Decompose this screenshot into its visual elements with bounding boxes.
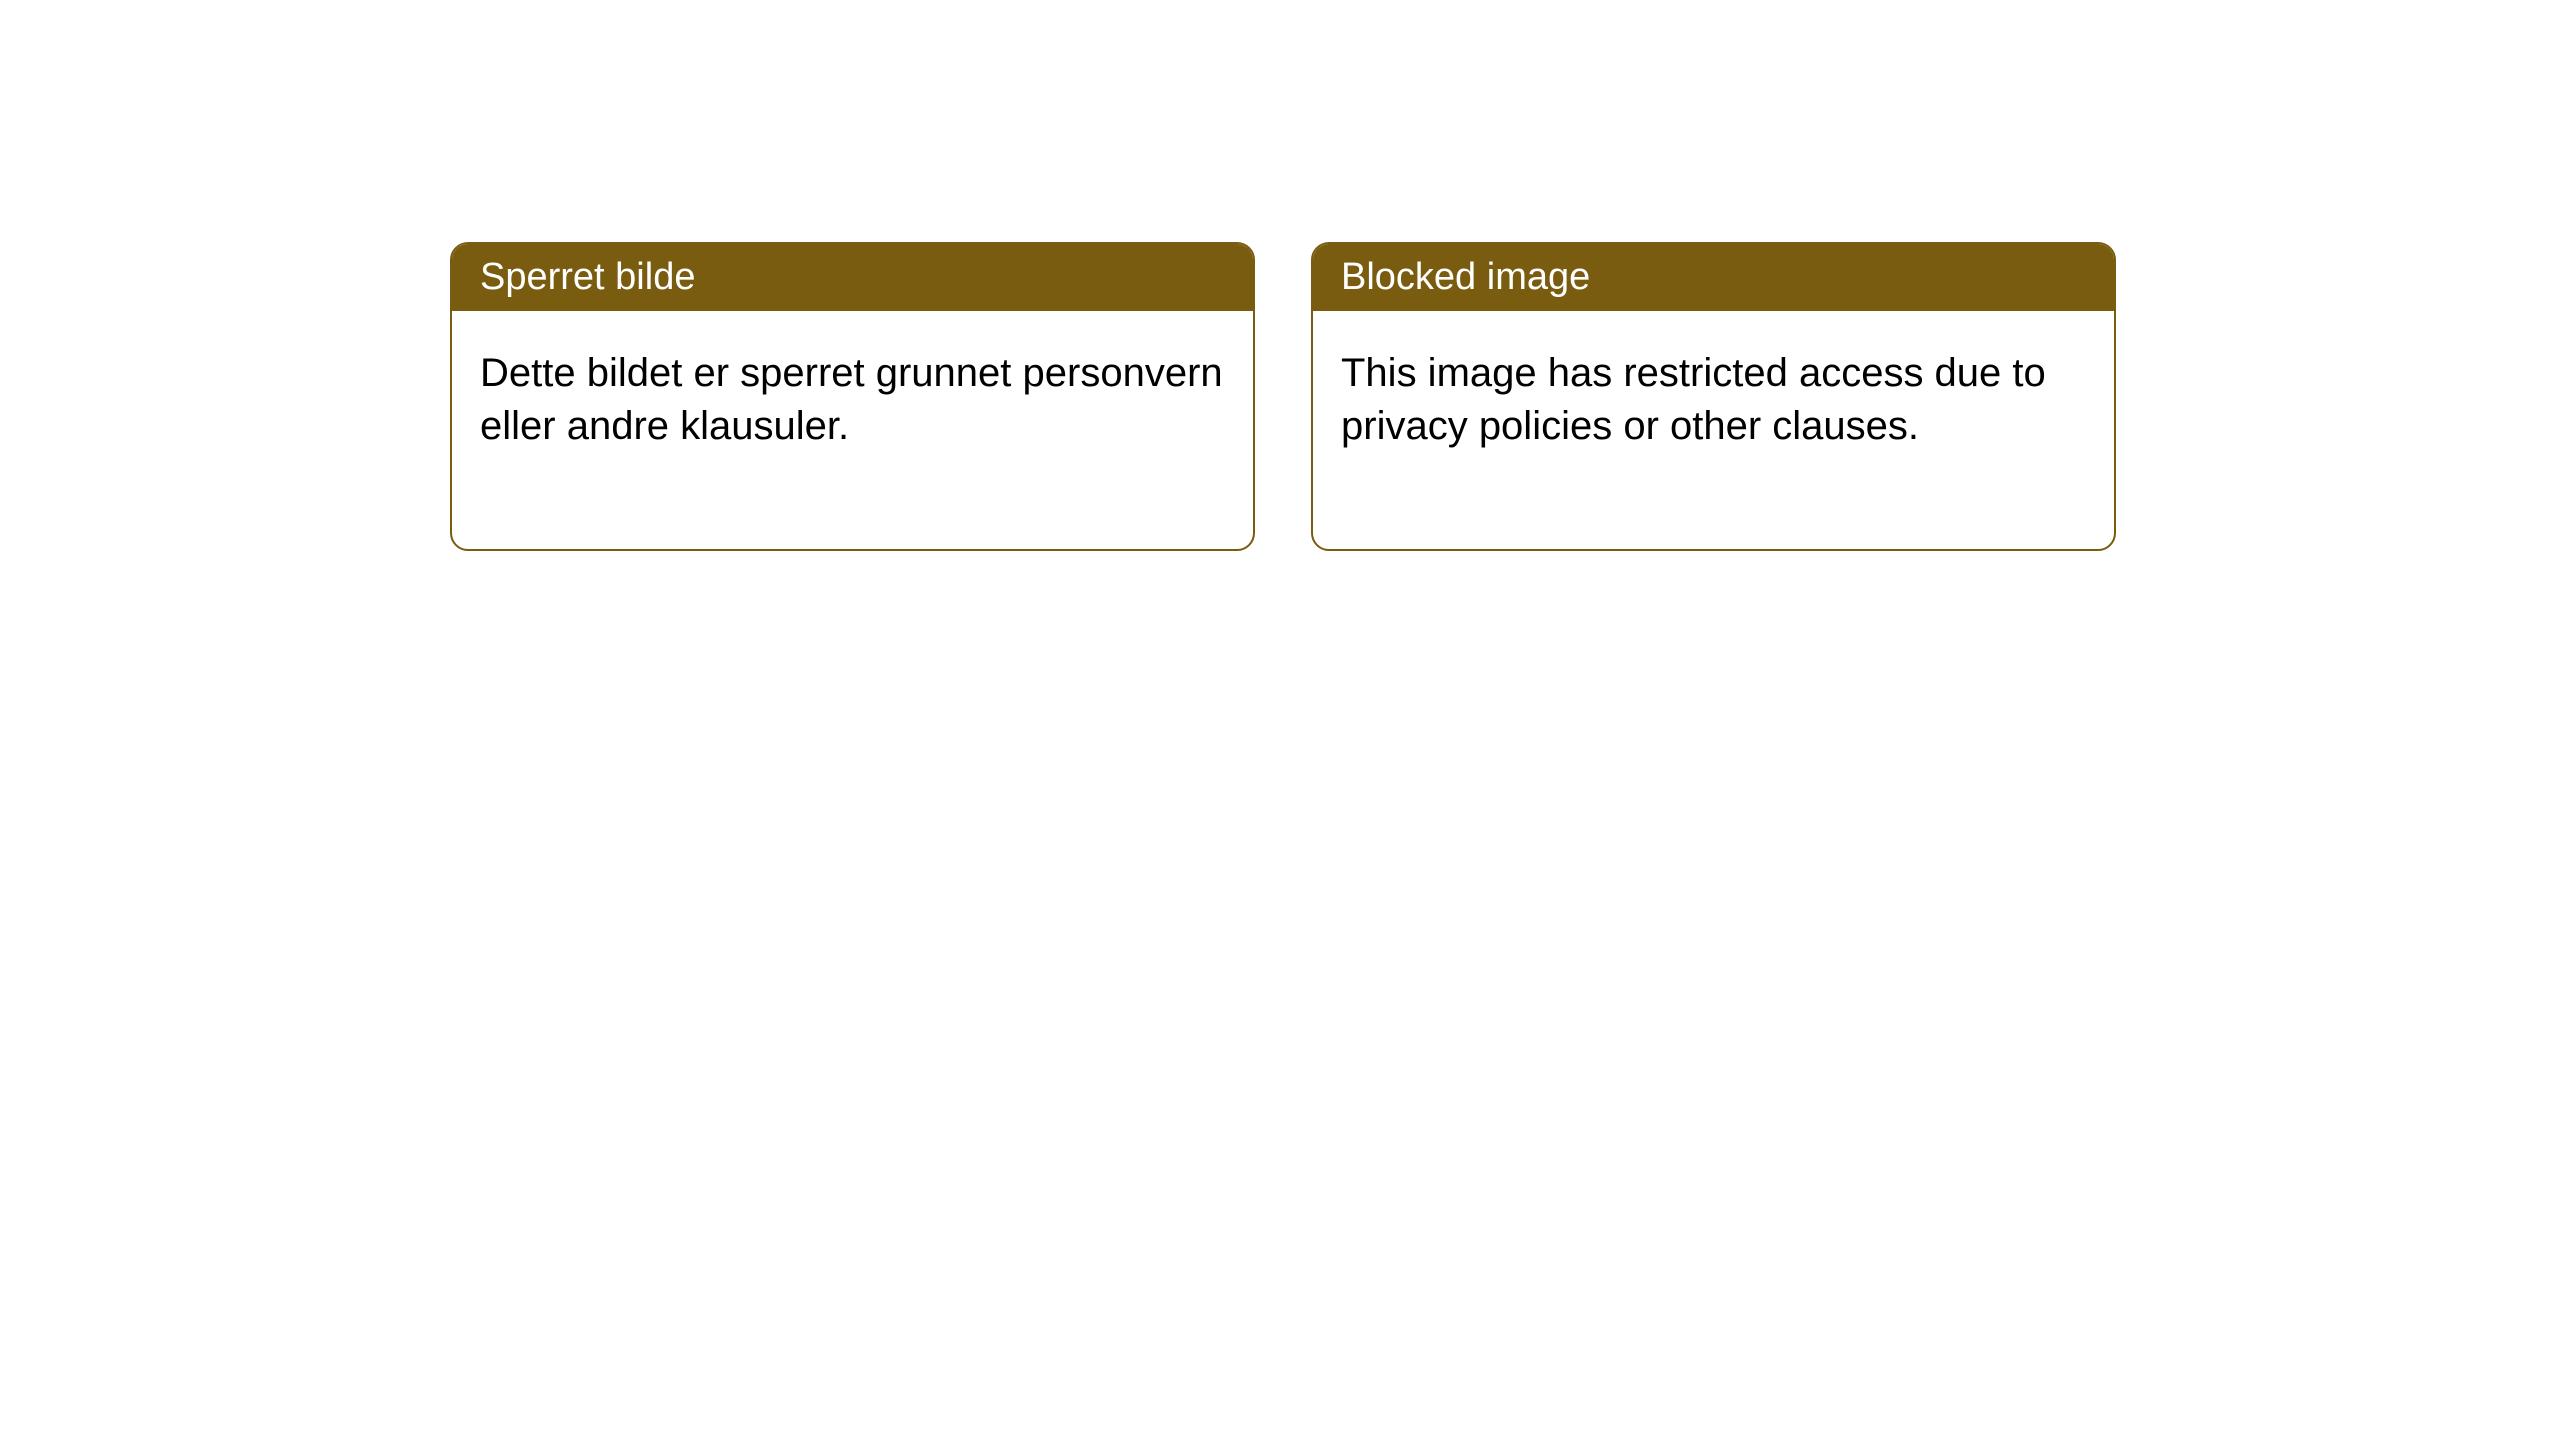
notice-container: Sperret bilde Dette bildet er sperret gr… xyxy=(450,242,2116,551)
notice-header-norwegian: Sperret bilde xyxy=(452,244,1253,311)
notice-card-english: Blocked image This image has restricted … xyxy=(1311,242,2116,551)
notice-body-norwegian: Dette bildet er sperret grunnet personve… xyxy=(452,311,1253,549)
notice-body-english: This image has restricted access due to … xyxy=(1313,311,2114,549)
notice-card-norwegian: Sperret bilde Dette bildet er sperret gr… xyxy=(450,242,1255,551)
notice-header-english: Blocked image xyxy=(1313,244,2114,311)
